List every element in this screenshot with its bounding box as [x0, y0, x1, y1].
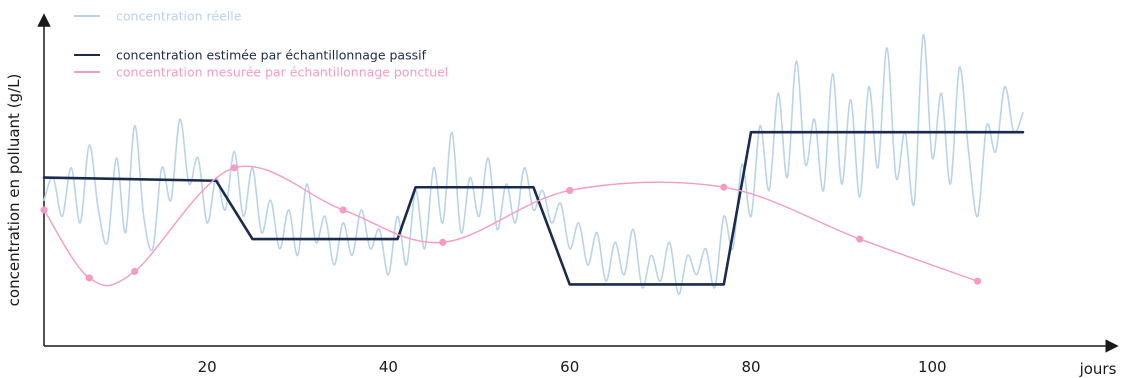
grab-sample-point — [40, 206, 48, 214]
markers-layer — [40, 164, 982, 285]
x-tick-label: 60 — [560, 358, 579, 376]
grab-sample-point — [720, 183, 728, 191]
legend-label-passive: concentration estimée par échantillonnag… — [116, 48, 427, 63]
legend-item-real: concentration réelle — [74, 9, 242, 24]
series-line-passive — [42, 130, 1025, 286]
x-tick-label: 80 — [741, 358, 760, 376]
grab-sample-point — [131, 267, 139, 276]
x-tick-label: 100 — [918, 358, 947, 376]
grab-sample-point — [856, 235, 864, 243]
grab-sample-point — [439, 238, 447, 246]
legend: concentration réelle concentration estim… — [74, 9, 448, 80]
series-line-grab — [43, 165, 979, 287]
grab-sample-point — [566, 186, 574, 195]
x-tick-label: 40 — [379, 358, 398, 376]
series-line-real — [43, 34, 1024, 295]
legend-label-grab: concentration mesurée par échantillonnag… — [116, 65, 448, 80]
grab-sample-point — [230, 164, 238, 172]
grab-sample-point — [85, 274, 93, 282]
x-tick-label: 20 — [198, 358, 217, 376]
legend-label-real: concentration réelle — [116, 9, 242, 24]
y-axis-label: concentration en polluant (g/L) — [5, 74, 23, 307]
series-layer — [42, 34, 1025, 295]
x-axis-label: jours — [1079, 360, 1117, 378]
x-tick-labels: 20 40 60 80 100 — [198, 358, 947, 376]
legend-item-grab: concentration mesurée par échantillonnag… — [74, 65, 448, 80]
legend-item-passive: concentration estimée par échantillonnag… — [74, 48, 427, 63]
grab-sample-point — [974, 277, 982, 285]
grab-sample-point — [339, 206, 347, 214]
